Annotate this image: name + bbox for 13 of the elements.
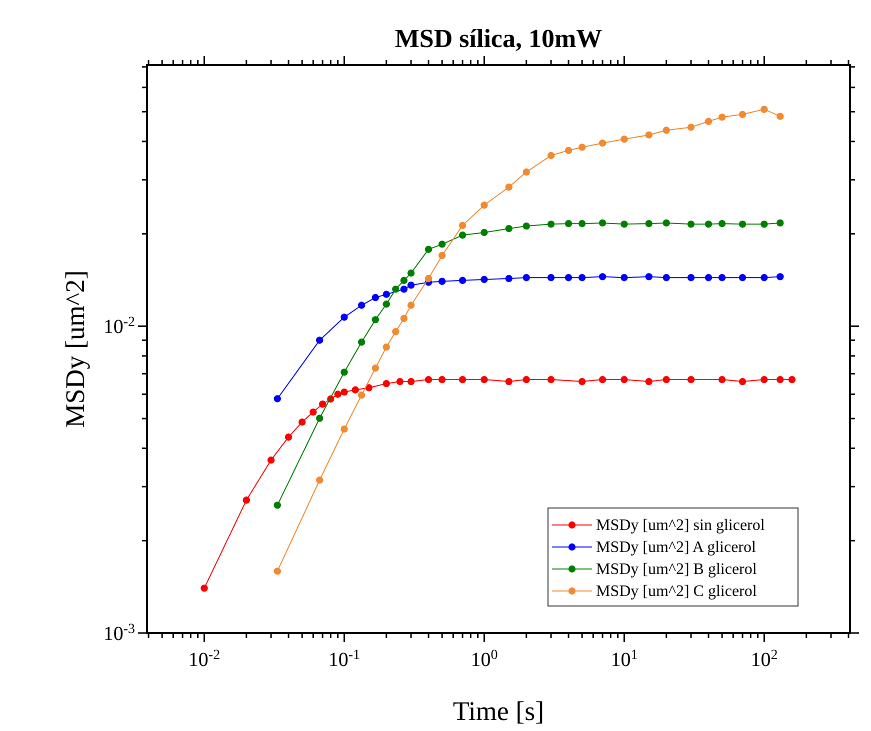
legend-label: MSDy [um^2] B glicerol	[596, 561, 758, 578]
chart-title: MSD sílica, 10mW	[394, 24, 602, 53]
x-tick-label: 10$^{2}$	[750, 648, 778, 671]
x-tick-label: 10$^{1}$	[610, 648, 638, 671]
legend-label: MSDy [um^2] sin glicerol	[596, 517, 766, 534]
legend-label: MSDy [um^2] A glicerol	[596, 539, 756, 556]
y-axis-title: MSDy [um^2]	[60, 270, 90, 428]
x-tick-label: 10$^{0}$	[470, 648, 498, 671]
y-tick-label: 10$^{-3}$	[103, 622, 135, 645]
x-tick-label: 10$^{-2}$	[188, 648, 220, 671]
legend-label: MSDy [um^2] C glicerol	[596, 583, 758, 600]
x-axis-title: Time [s]	[452, 696, 544, 726]
x-tick-label: 10$^{-1}$	[328, 648, 360, 671]
